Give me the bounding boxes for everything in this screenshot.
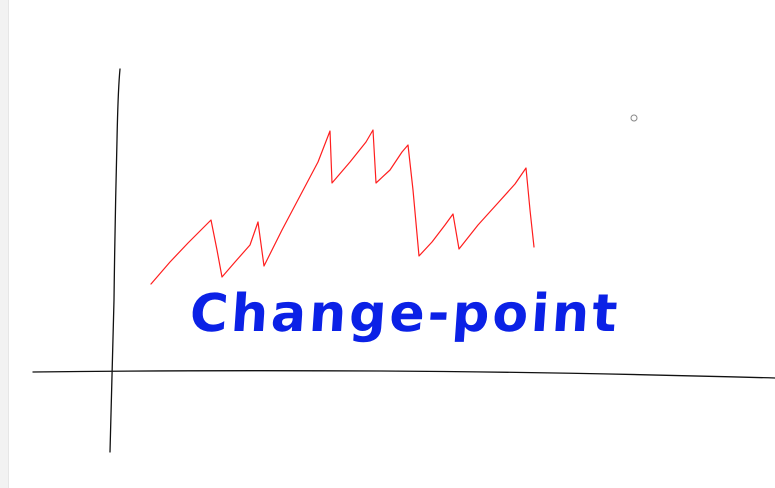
cursor-marker-icon <box>630 114 638 122</box>
change-point-label: Change-point <box>187 284 623 344</box>
y-axis-stroke <box>109 68 121 453</box>
canvas-side-panel <box>0 0 9 488</box>
signal-line <box>150 129 535 285</box>
x-axis-stroke <box>32 370 775 379</box>
